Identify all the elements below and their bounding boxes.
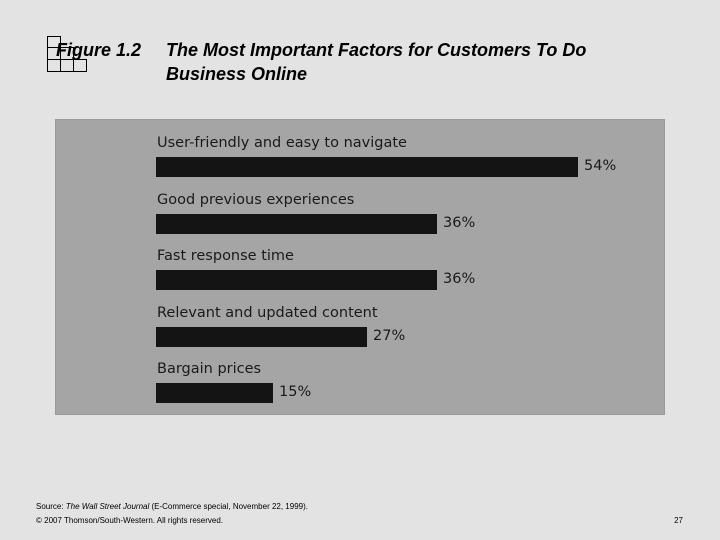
copyright-note: © 2007 Thomson/South-Western. All rights…: [36, 516, 224, 525]
category-label: Relevant and updated content: [157, 304, 378, 321]
category-label: Bargain prices: [157, 361, 262, 377]
source-note: Source: The Wall Street Journal (E-Comme…: [36, 502, 308, 511]
figure-label: Figure 1.2: [56, 40, 142, 60]
bar-row: Fast response time 36%: [55, 232, 665, 290]
title-line-1: The Most Important Factors for Customers…: [166, 40, 587, 60]
corner-grid-icon: [47, 36, 87, 72]
bar: [156, 383, 273, 403]
value-label: 36%: [443, 271, 476, 287]
bar-row: Relevant and updated content 27%: [55, 289, 665, 347]
bar-chart: User-friendly and easy to navigate 54% Goo…: [55, 119, 665, 415]
title-line-2: Business Online: [166, 64, 308, 84]
value-label: 27%: [373, 327, 406, 344]
category-label: User-friendly and easy to navigate: [157, 135, 407, 151]
bar: [156, 326, 367, 347]
value-label: 54%: [584, 158, 617, 174]
source-prefix: Source:: [36, 502, 66, 511]
page-number: 27: [674, 516, 683, 525]
bar: [156, 270, 437, 290]
bar-row: User-friendly and easy to navigate 54%: [55, 119, 665, 177]
bar-row: Good previous experiences 36%: [55, 176, 665, 234]
category-label: Fast response time: [157, 248, 294, 264]
category-label: Good previous experiences: [157, 191, 355, 208]
bar: [156, 213, 437, 234]
bar: [156, 157, 578, 177]
value-label: 36%: [443, 214, 476, 231]
source-title: The Wall Street Journal: [65, 502, 150, 511]
value-label: 15%: [279, 384, 312, 400]
bar-row: Bargain prices 15%: [55, 345, 665, 403]
source-suffix: (E-Commerce special, November 22, 1999).: [149, 502, 308, 511]
page-title: Figure 1.2 The Most Important Factors for…: [56, 38, 586, 86]
